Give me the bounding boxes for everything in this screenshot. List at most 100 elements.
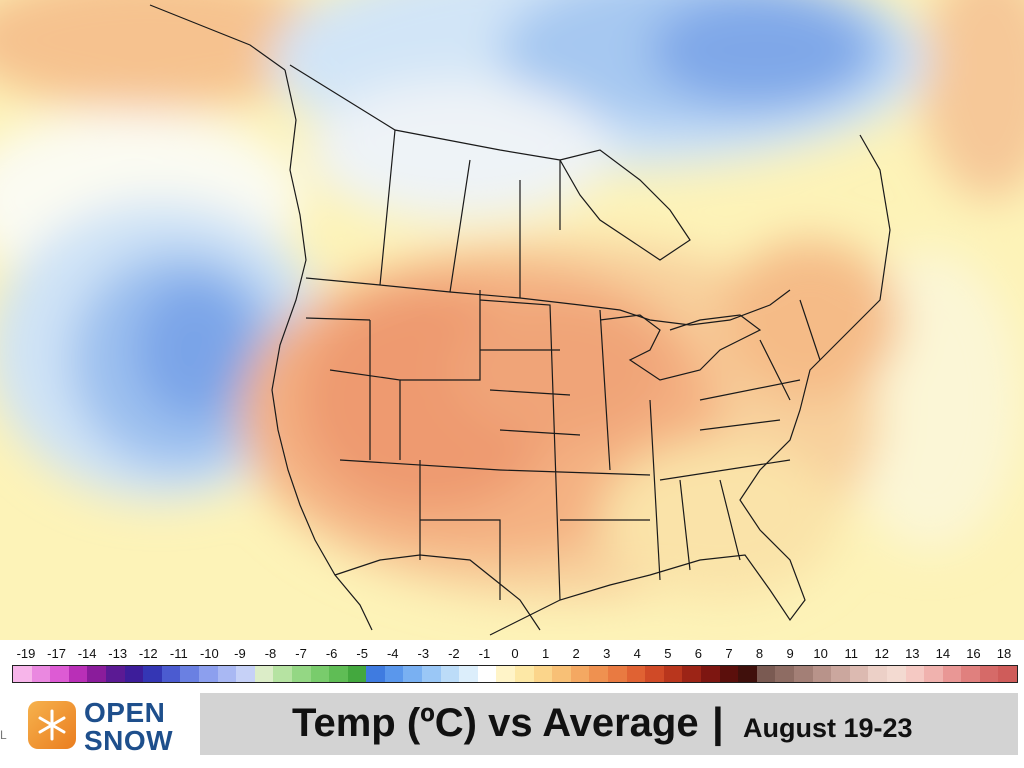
us-state-lines-east	[659, 299, 821, 571]
legend-tick-label: -8	[264, 646, 277, 661]
legend-swatch	[645, 666, 664, 682]
legend-swatch	[87, 666, 106, 682]
legend-tick-label: -5	[356, 646, 368, 661]
legend-tick-label: -10	[199, 646, 219, 661]
legend-swatch	[608, 666, 627, 682]
legend-swatch	[50, 666, 69, 682]
logo-text-line2: SNOW	[84, 725, 174, 756]
us-state-lines-central	[479, 299, 661, 601]
cool-zone-canada-central	[310, 80, 610, 220]
legend-swatch	[515, 666, 534, 682]
legend-swatch	[496, 666, 516, 682]
legend-tick-label: 18	[996, 646, 1012, 661]
title-bar: Temp (ºC) vs Average | August 19-23	[200, 693, 1018, 755]
legend-swatch	[198, 666, 218, 682]
legend-tick-label: 7	[725, 646, 733, 661]
legend-swatch	[719, 666, 739, 682]
legend-tick-label: 5	[664, 646, 672, 661]
west-coast-outline	[271, 69, 373, 631]
east-coast-outline	[489, 134, 891, 636]
legend-tick-label: 8	[755, 646, 764, 661]
great-lakes-outline	[599, 314, 762, 381]
us-canada-border	[305, 277, 791, 326]
legend-swatch	[905, 666, 925, 682]
legend-swatch	[756, 666, 776, 682]
legend-swatch	[310, 666, 330, 682]
legend-swatch	[124, 666, 144, 682]
legend-swatch	[812, 666, 832, 682]
map-boundaries	[149, 4, 891, 636]
legend-swatch	[886, 666, 906, 682]
legend-swatch	[738, 666, 757, 682]
legend-tick-labels: -19 -17 -14 -13 -12 -11 -10 -9 -8 -7 -6 -5 -4 -3 -2 -1 0…	[12, 646, 1018, 662]
legend-swatch	[589, 666, 608, 682]
legend-swatch	[236, 666, 255, 682]
legend-tick-label: -6	[325, 646, 338, 661]
legend-tick-label: -19	[16, 646, 36, 661]
legend: -19 -17 -14 -13 -12 -11 -10 -9 -8 -7 -6 -5 -4 -3 -2 -1 0…	[0, 640, 1024, 692]
legend-swatch	[459, 666, 478, 682]
canada-province-lines	[289, 64, 561, 298]
map-title: Temp (ºC) vs Average	[292, 701, 699, 745]
hudson-bay-outline	[559, 149, 691, 261]
legend-swatch	[998, 666, 1018, 682]
legend-tick-label: -9	[234, 646, 246, 661]
legend-tick-label: 16	[966, 646, 981, 661]
legend-swatch	[552, 666, 571, 682]
legend-swatch	[849, 666, 869, 682]
legend-swatch	[700, 666, 720, 682]
legend-tick-label: 10	[813, 646, 828, 661]
warm-zone-northeast	[720, 240, 900, 400]
legend-tick-label: 14	[935, 646, 951, 661]
legend-tick-label: -14	[77, 646, 97, 661]
legend-tick-label: 13	[905, 646, 920, 661]
legend-tick-label: 12	[874, 646, 889, 661]
legend-swatch	[626, 666, 646, 682]
opensnow-logo: OPEN SNOW	[14, 693, 198, 756]
legend-swatch	[663, 666, 683, 682]
legend-swatch	[477, 666, 497, 682]
us-state-lines-west	[305, 290, 501, 600]
legend-tick-label: 9	[786, 646, 794, 661]
legend-swatch	[347, 666, 367, 682]
legend-swatch	[440, 666, 460, 682]
legend-tick-label: 6	[694, 646, 702, 661]
legend-swatch	[180, 666, 199, 682]
temperature-anomaly-map	[0, 0, 1024, 640]
legend-swatch	[868, 666, 887, 682]
legend-swatch	[793, 666, 813, 682]
cool-zone-pacific-core	[135, 280, 255, 420]
legend-tick-label: -12	[138, 646, 158, 661]
legend-swatch	[924, 666, 943, 682]
legend-tick-label: -17	[47, 646, 66, 661]
edge-mark: L	[0, 728, 7, 742]
legend-swatch	[533, 666, 553, 682]
legend-swatch	[366, 666, 385, 682]
legend-tick-label: -7	[295, 646, 307, 661]
legend-swatch	[105, 666, 125, 682]
snowflake-logo-icon	[28, 701, 76, 749]
legend-swatch	[775, 666, 794, 682]
legend-tick-label: 2	[572, 646, 580, 661]
legend-swatch	[329, 666, 348, 682]
legend-colorbar	[12, 665, 1018, 683]
legend-tick-label: -13	[108, 646, 128, 661]
legend-swatch	[254, 666, 274, 682]
warm-zone-atlantic-east	[920, 0, 1024, 200]
warm-zone-plains	[450, 300, 670, 440]
legend-tick-label: -3	[417, 646, 430, 661]
warm-zone-gulf-of-alaska	[0, 0, 340, 110]
legend-tick-label: 4	[633, 646, 641, 661]
legend-swatch	[13, 666, 32, 682]
legend-swatch	[291, 666, 311, 682]
legend-swatch	[403, 666, 423, 682]
legend-swatch	[68, 666, 88, 682]
legend-swatch	[273, 666, 292, 682]
legend-tick-label: -11	[169, 646, 188, 661]
legend-swatch	[570, 666, 590, 682]
legend-swatch	[161, 666, 181, 682]
legend-swatch	[682, 666, 701, 682]
legend-tick-label: 1	[541, 646, 550, 661]
legend-swatch	[31, 666, 51, 682]
legend-tick-label: 0	[511, 646, 519, 661]
